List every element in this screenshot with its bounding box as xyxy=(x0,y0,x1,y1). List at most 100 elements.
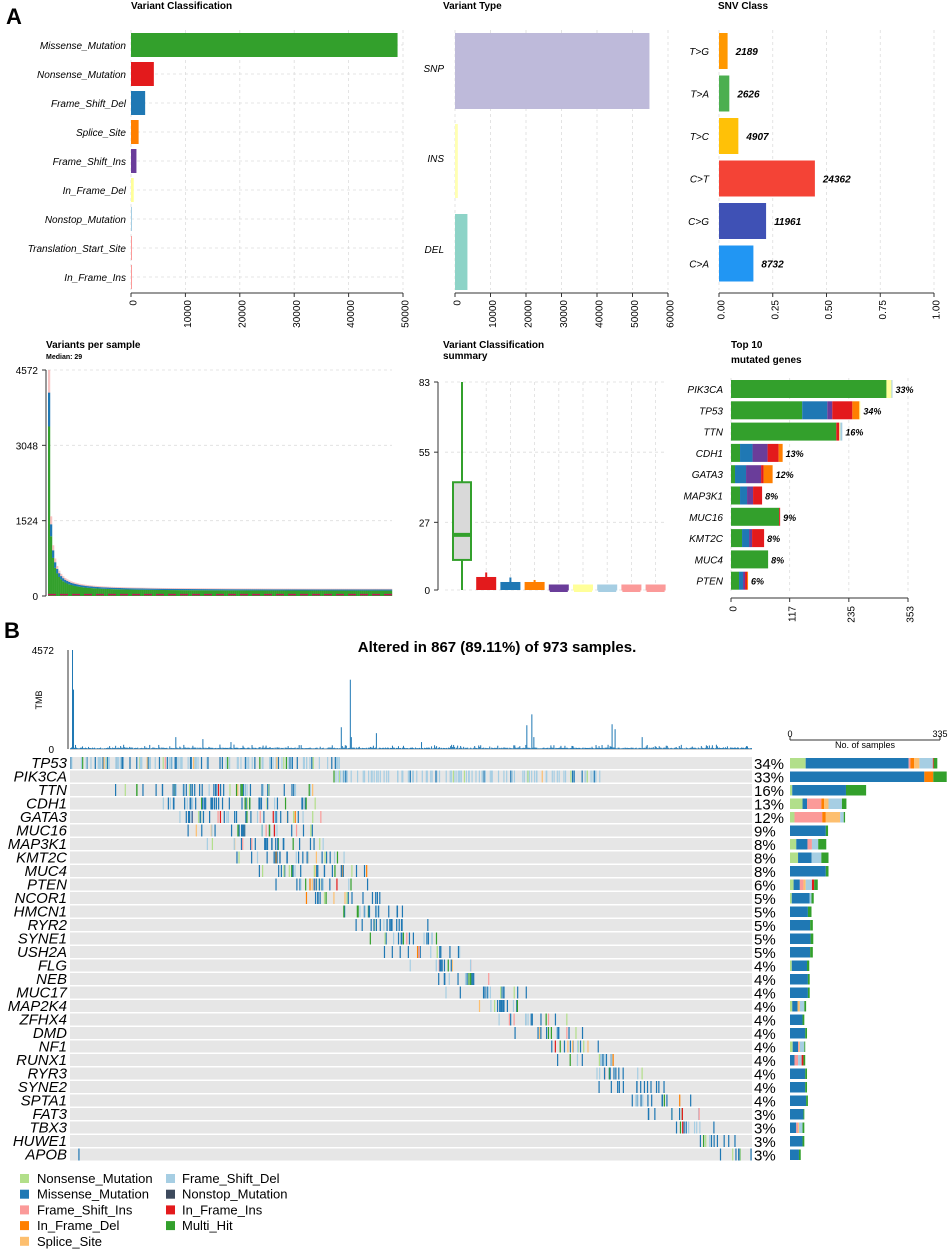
onco-cell xyxy=(283,865,285,877)
tmb-bar xyxy=(749,748,751,749)
tmb-bar xyxy=(271,748,273,749)
onco-cell xyxy=(460,770,462,783)
tmb-bar xyxy=(407,748,409,749)
tmb-bar xyxy=(665,745,667,749)
side-bar-segment xyxy=(792,1001,798,1012)
tmb-bar xyxy=(672,748,674,749)
tmb-bar xyxy=(218,748,220,749)
sample-bar xyxy=(145,588,148,590)
tmb-bar xyxy=(671,748,673,749)
side-bar-segment xyxy=(843,812,846,823)
onco-cell xyxy=(426,932,428,945)
tmb-bar xyxy=(151,748,153,749)
bar-frame-shift-ins xyxy=(131,149,137,173)
onco-cell xyxy=(453,770,455,783)
onco-cell xyxy=(312,811,314,823)
onco-cell xyxy=(269,757,271,769)
onco-cell xyxy=(449,770,451,783)
onco-cell xyxy=(266,797,268,810)
tmb-bar xyxy=(582,747,584,749)
sample-bar xyxy=(252,589,255,591)
onco-cell xyxy=(416,770,418,783)
sample-bar xyxy=(110,586,113,588)
tmb-bar xyxy=(484,748,486,749)
onco-cell xyxy=(185,784,187,796)
tmb-bar xyxy=(686,748,688,749)
tmb-bar xyxy=(374,747,376,749)
sample-bar xyxy=(203,590,207,596)
tmb-bar xyxy=(648,747,650,749)
onco-cell xyxy=(750,1148,752,1161)
onco-cell xyxy=(340,770,342,783)
category-label: C>G xyxy=(688,217,709,228)
legend-swatch xyxy=(166,1189,175,1199)
onco-row-bg xyxy=(70,919,752,931)
gene-bar-segment xyxy=(735,465,747,484)
tmb-bar xyxy=(338,748,340,749)
sample-bar xyxy=(313,590,316,596)
onco-cell xyxy=(289,757,291,769)
sample-bar xyxy=(264,588,267,590)
tmb-bar xyxy=(448,747,450,749)
onco-cell xyxy=(545,1027,548,1039)
onco-cell xyxy=(242,784,244,796)
count-label: 2626 xyxy=(736,90,760,101)
sample-bar xyxy=(207,590,211,596)
onco-cell xyxy=(371,770,373,783)
tmb-bar xyxy=(652,747,654,749)
tmb-bar xyxy=(395,747,397,749)
side-bar-segment xyxy=(790,771,925,782)
tmb-bar xyxy=(315,747,317,749)
onco-cell xyxy=(483,770,485,783)
onco-cell xyxy=(174,784,176,796)
tmb-bar xyxy=(488,748,490,749)
tmb-bar xyxy=(507,747,509,749)
onco-cell xyxy=(261,824,263,837)
onco-cell xyxy=(214,824,216,837)
tmb-bar xyxy=(236,747,238,749)
tmb-bar xyxy=(78,748,80,749)
sample-bar xyxy=(173,588,176,591)
onco-gene-label: MAP2K4 xyxy=(8,998,67,1015)
tmb-bar xyxy=(129,746,131,749)
onco-cell xyxy=(300,878,302,891)
sample-bar xyxy=(236,589,239,591)
onco-cell xyxy=(191,784,193,796)
onco-cell xyxy=(264,838,266,850)
onco-cell xyxy=(274,851,276,864)
tmb-bar xyxy=(651,748,653,749)
onco-cell xyxy=(272,811,274,823)
onco-cell xyxy=(356,905,358,918)
sample-bar xyxy=(331,590,334,596)
onco-gene-label: TTN xyxy=(38,782,67,799)
sample-bar xyxy=(191,590,194,596)
onco-cell xyxy=(313,878,315,891)
onco-cell xyxy=(421,770,423,783)
sample-bar xyxy=(52,545,55,551)
sample-bar xyxy=(357,590,360,596)
sample-bar xyxy=(167,588,170,589)
onco-cell xyxy=(197,757,199,769)
onco-cell xyxy=(241,784,243,796)
sample-bar xyxy=(238,588,241,590)
sample-bar xyxy=(149,587,152,589)
tmb-bar xyxy=(535,747,537,749)
tmb-bar xyxy=(547,747,549,749)
side-bar-segment xyxy=(796,1122,799,1133)
tmb-bar xyxy=(600,748,602,749)
onco-percent-label: 5% xyxy=(754,918,776,935)
sample-bar xyxy=(335,589,338,591)
tmb-bar xyxy=(216,748,218,749)
gene-bar-segment xyxy=(745,571,748,590)
tmb-bar xyxy=(397,746,399,749)
onco-cell xyxy=(481,770,483,783)
tmb-bar xyxy=(521,748,523,749)
onco-cell xyxy=(219,757,221,769)
onco-cell xyxy=(114,784,117,796)
sample-bar xyxy=(137,588,140,590)
sample-bar xyxy=(228,590,231,596)
sample-bar xyxy=(118,587,122,589)
bar-nonstop-mutation xyxy=(131,207,132,231)
tmb-bar xyxy=(384,747,386,749)
onco-cell xyxy=(512,1000,515,1012)
